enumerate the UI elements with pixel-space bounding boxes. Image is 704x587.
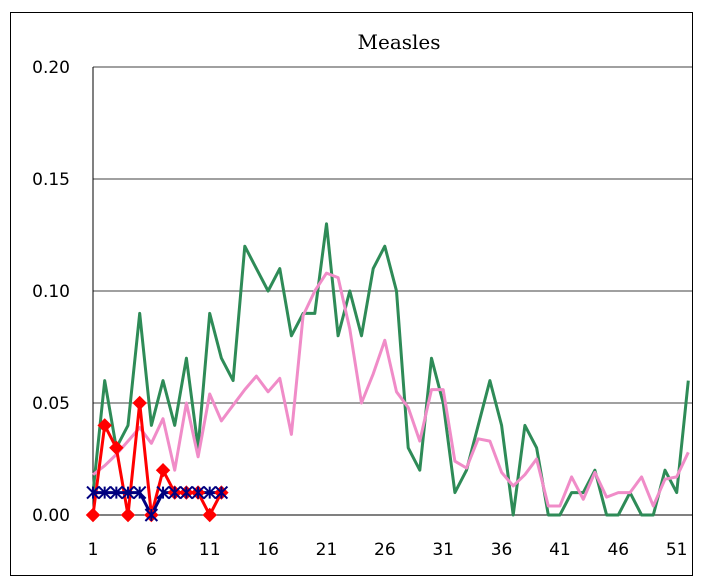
x-tick-label: 6 <box>146 540 157 560</box>
star-marker <box>144 508 159 522</box>
x-tick-label: 41 <box>549 540 571 560</box>
diamond-marker <box>202 507 217 523</box>
chart-title: Measles <box>358 30 441 54</box>
star-marker <box>203 485 217 500</box>
series-layer <box>91 222 690 517</box>
star-marker <box>132 485 147 500</box>
star-marker <box>191 485 205 500</box>
y-tick-label: 0.20 <box>32 58 70 78</box>
diamond-marker <box>120 507 136 523</box>
star-marker <box>179 485 194 500</box>
diamond-marker <box>155 462 171 478</box>
x-tick-label: 51 <box>666 540 688 560</box>
star-marker <box>168 485 182 500</box>
series-line-1 <box>92 271 690 508</box>
diamond-marker <box>85 507 101 523</box>
series-line-0 <box>91 222 690 517</box>
star-marker <box>86 485 100 500</box>
y-tick-label: 0.05 <box>32 394 70 414</box>
diamond-marker <box>97 418 112 433</box>
axes <box>92 67 693 516</box>
star-marker <box>97 485 112 500</box>
marker-layer <box>85 395 229 523</box>
diamond-marker <box>109 440 124 456</box>
x-tick-label: 36 <box>491 540 513 560</box>
x-tick-label: 21 <box>316 540 338 560</box>
star-marker <box>109 485 124 500</box>
grid-lines <box>93 66 693 404</box>
x-tick-label: 46 <box>607 540 629 560</box>
y-tick-label: 0.10 <box>32 282 70 302</box>
star-marker <box>121 485 135 500</box>
diamond-marker <box>132 395 147 411</box>
tick-labels: 0.000.050.100.150.201 6 11 16 21 26 31 36 41 46 51 <box>32 58 687 560</box>
star-marker <box>214 485 229 500</box>
x-tick-label: 16 <box>257 540 279 560</box>
y-tick-label: 0.00 <box>32 506 70 526</box>
x-tick-label: 26 <box>374 540 396 560</box>
y-tick-label: 0.15 <box>32 170 70 190</box>
star-marker <box>156 485 170 500</box>
x-tick-label: 11 <box>199 540 221 560</box>
x-tick-label: 31 <box>432 540 454 560</box>
x-tick-label: 1 <box>88 540 99 560</box>
